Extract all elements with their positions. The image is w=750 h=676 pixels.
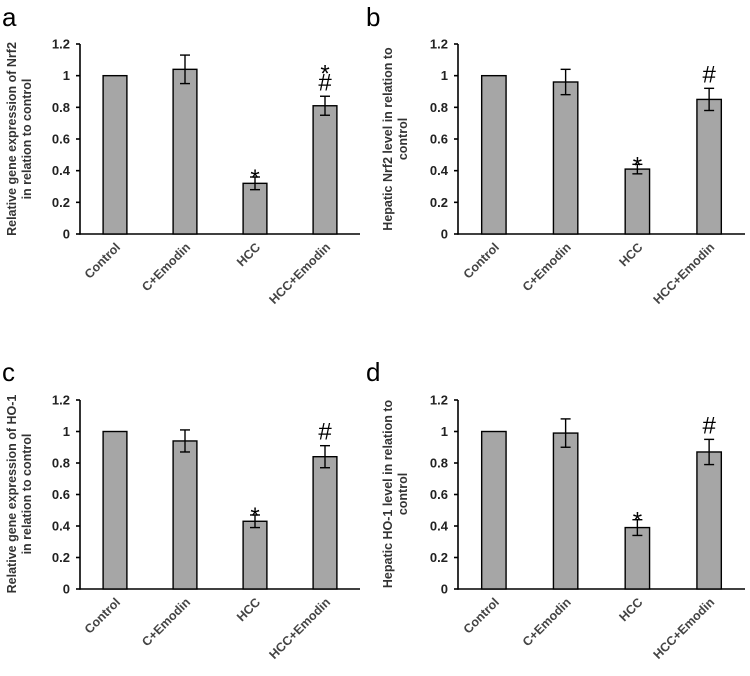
bar bbox=[624, 526, 651, 590]
significance-asterisk: * bbox=[250, 503, 259, 530]
significance-asterisk: * bbox=[633, 152, 642, 179]
y-tick-label: 1 bbox=[63, 424, 70, 439]
panel-letter: a bbox=[2, 2, 17, 32]
y-tick-label: 0.6 bbox=[430, 487, 448, 502]
y-axis-label-line: Relative gene expression of HO-1 bbox=[5, 395, 19, 594]
y-axis-label: Relative gene expression of Nrf2in relat… bbox=[5, 42, 34, 236]
bar bbox=[552, 81, 579, 235]
category-label: HCC bbox=[234, 240, 263, 269]
y-axis-label: Hepatic HO-1 level in relation tocontrol bbox=[381, 400, 410, 589]
y-tick-label: 0.4 bbox=[52, 163, 71, 178]
y-tick-label: 0.2 bbox=[52, 195, 70, 210]
category-label: HCC+Emodin bbox=[651, 595, 718, 662]
bar bbox=[696, 98, 723, 235]
significance-asterisk: * bbox=[633, 508, 642, 535]
significance-hash: # bbox=[318, 419, 332, 446]
chart-panel-a: a 0 0.2 0.4 0.6 0.8 1 1.2 Relative gene expressi… bbox=[2, 2, 360, 307]
bar bbox=[172, 440, 198, 590]
category-label: Control bbox=[461, 595, 502, 636]
panel-letter: d bbox=[366, 357, 380, 387]
bar bbox=[102, 430, 128, 590]
category-label: C+Emodin bbox=[139, 595, 193, 649]
y-tick-label: 0.2 bbox=[430, 550, 448, 565]
category-label: HCC+Emodin bbox=[266, 595, 333, 662]
y-axis-label: Relative gene expression of HO-1in relat… bbox=[5, 395, 34, 594]
category-label: HCC bbox=[234, 595, 263, 624]
bar bbox=[312, 105, 338, 235]
y-axis-label-line: in relation to control bbox=[20, 79, 34, 200]
y-tick-label: 1.2 bbox=[52, 37, 70, 52]
chart-panel-d: d 0 0.2 0.4 0.6 0.8 1 1.2 Hepatic HO-1 level in … bbox=[366, 357, 745, 662]
y-tick-label: 0.8 bbox=[52, 456, 70, 471]
bar bbox=[624, 168, 651, 235]
y-tick-label: 1 bbox=[441, 68, 448, 83]
y-tick-label: 0.4 bbox=[430, 519, 449, 534]
category-label: C+Emodin bbox=[139, 240, 193, 294]
y-tick-label: 0.6 bbox=[430, 132, 448, 147]
y-tick-label: 0.6 bbox=[52, 487, 70, 502]
y-tick-label: 0.4 bbox=[52, 519, 71, 534]
y-tick-label: 1 bbox=[441, 424, 448, 439]
significance-hash: # bbox=[702, 61, 716, 88]
bar bbox=[480, 74, 507, 235]
y-tick-label: 1.2 bbox=[430, 37, 448, 52]
y-axis-label-line: Hepatic Nrf2 level in relation to bbox=[381, 47, 395, 231]
significance-hash: # bbox=[318, 69, 332, 96]
category-label: HCC+Emodin bbox=[266, 240, 333, 307]
y-axis-label-line: control bbox=[396, 118, 410, 160]
y-tick-label: 0.8 bbox=[430, 456, 448, 471]
category-label: Control bbox=[461, 240, 502, 281]
y-tick-label: 0 bbox=[441, 582, 448, 597]
category-label: Control bbox=[82, 240, 123, 281]
y-axis-label: Hepatic Nrf2 level in relation tocontrol bbox=[381, 47, 410, 231]
bar bbox=[552, 432, 579, 590]
y-axis-label-line: control bbox=[396, 473, 410, 515]
y-tick-label: 1.2 bbox=[430, 393, 448, 408]
panel-letter: c bbox=[2, 357, 15, 387]
y-tick-label: 1.2 bbox=[52, 393, 70, 408]
bar bbox=[696, 451, 723, 590]
y-tick-label: 0.8 bbox=[430, 100, 448, 115]
bar bbox=[480, 430, 507, 590]
significance-asterisk: * bbox=[320, 60, 329, 87]
y-tick-label: 0.8 bbox=[52, 100, 70, 115]
category-label: HCC+Emodin bbox=[651, 240, 718, 307]
y-tick-label: 0.2 bbox=[52, 550, 70, 565]
bar bbox=[312, 456, 338, 590]
y-axis-label-line: Relative gene expression of Nrf2 bbox=[5, 42, 19, 236]
category-label: HCC bbox=[616, 595, 645, 624]
category-label: HCC bbox=[616, 240, 645, 269]
chart-panel-c: c 0 0.2 0.4 0.6 0.8 1 1.2 Relative gene expressi… bbox=[2, 357, 360, 662]
y-axis-label-line: in relation to control bbox=[20, 434, 34, 555]
y-tick-label: 0.4 bbox=[430, 163, 449, 178]
panel-letter: b bbox=[366, 2, 380, 32]
y-tick-label: 1 bbox=[63, 68, 70, 83]
y-tick-label: 0 bbox=[441, 227, 448, 242]
category-label: C+Emodin bbox=[520, 595, 574, 649]
category-label: Control bbox=[82, 595, 123, 636]
bar bbox=[172, 68, 198, 235]
y-tick-label: 0.2 bbox=[430, 195, 448, 210]
significance-hash: # bbox=[702, 412, 716, 439]
bar bbox=[102, 74, 128, 235]
bar bbox=[242, 520, 268, 590]
y-tick-label: 0 bbox=[63, 227, 70, 242]
category-label: C+Emodin bbox=[520, 240, 574, 294]
y-tick-label: 0.6 bbox=[52, 132, 70, 147]
chart-panel-b: b 0 0.2 0.4 0.6 0.8 1 1.2 Hepatic Nrf2 level in … bbox=[366, 2, 745, 307]
significance-asterisk: * bbox=[250, 165, 259, 192]
y-tick-label: 0 bbox=[63, 582, 70, 597]
y-axis-label-line: Hepatic HO-1 level in relation to bbox=[381, 400, 395, 589]
